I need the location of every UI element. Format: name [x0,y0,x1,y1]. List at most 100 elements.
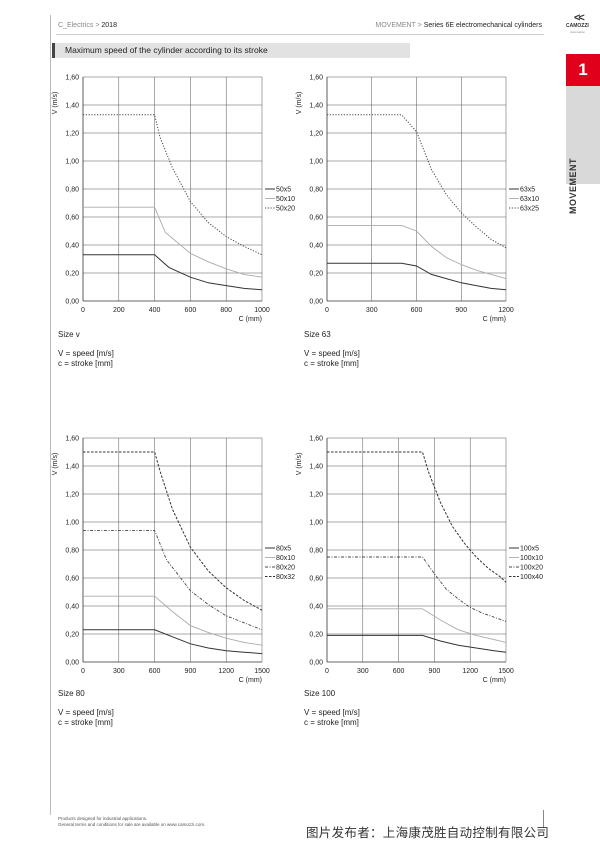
breadcrumb-series: Series 6E electromechanical cylinders [423,22,542,29]
x-axis-label: C (mm) [239,677,262,684]
legend-entry: 80x32 [276,574,295,581]
series-line-50x5 [83,254,263,291]
series-line-50x10 [83,206,263,278]
footer-line: General terms and conditions for sale ar… [58,822,206,827]
series-line-63x5 [327,262,507,291]
side-tab-number: 1 [566,54,600,86]
series-line-63x25 [327,114,507,249]
chart-size-label: Size 80 [58,689,85,698]
breadcrumb-right: MOVEMENT > Series 6E electromechanical c… [375,22,542,29]
y-tick-label: 1,00 [309,520,323,527]
logo-mark-icon: << [574,12,585,24]
legend-entry: 100x5 [520,546,539,553]
y-tick-label: 0,60 [309,576,323,583]
series-line-100x5 [327,634,507,653]
y-tick-label: 0,40 [65,604,79,611]
speed-definition: V = speed [m/s] [58,708,114,717]
legend-entry: 50x20 [276,206,295,213]
x-tick-label: 300 [357,668,369,675]
breadcrumb-year: 2018 [101,22,117,29]
stroke-definition: c = stroke [mm] [58,359,113,368]
y-axis-label: V (m/s) [296,92,303,115]
x-tick-label: 300 [113,668,125,675]
speed-definition: V = speed [m/s] [304,349,360,358]
chart-size-label: Size v [58,330,80,339]
x-tick-label: 900 [455,307,467,314]
speed-definition: V = speed [m/s] [58,349,114,358]
y-tick-label: 1,60 [309,436,323,443]
breadcrumb-movement: MOVEMENT > [375,22,422,29]
y-tick-label: 1,60 [309,75,323,82]
y-tick-label: 0,20 [309,632,323,639]
y-tick-label: 0,20 [65,632,79,639]
y-tick-label: 0,60 [65,215,79,222]
series-line-80x20 [83,529,263,631]
series-line-80x10 [83,595,263,646]
chart-size-63: 0,00 0,20 0,40 0,60 0,80 1,00 1,20 1,40 1,60 0 300… [296,75,539,324]
x-axis-label: C (mm) [483,677,506,684]
series-line-100x40 [327,451,507,583]
watermark: 图片发布者：上海康茂胜自动控制有限公司 [306,826,550,840]
y-tick-label: 0,80 [65,548,79,555]
y-tick-label: 0,80 [65,187,79,194]
x-tick-label: 0 [325,307,329,314]
camozzi-logo: << CAMOZZI Automation [566,12,596,36]
side-tab[interactable]: 1 MOVEMENT [566,54,600,214]
series-line-63x10 [327,224,507,280]
legend-entry: 80x5 [276,546,291,553]
left-margin-rule [50,15,51,815]
series-line-50x20 [83,114,263,256]
y-tick-label: 0,00 [309,660,323,667]
y-axis-label: V (m/s) [52,92,59,115]
footer-line: Products designed for industrial applica… [58,816,148,821]
y-tick-label: 0,00 [65,299,79,306]
legend-entry: 50x5 [276,187,291,194]
x-tick-label: 300 [366,307,378,314]
y-tick-label: 0,20 [309,271,323,278]
legend-entry: 50x10 [276,196,295,203]
header-divider [56,34,544,35]
x-tick-label: 0 [81,668,85,675]
x-axis-label: C (mm) [483,316,506,323]
y-tick-label: 0,60 [309,215,323,222]
series-line-100x10 [327,608,507,643]
legend-entry: 100x10 [520,555,543,562]
y-tick-label: 1,40 [65,464,79,471]
stroke-definition: c = stroke [mm] [304,359,359,368]
section-title: Maximum speed of the cylinder according … [52,43,410,58]
y-tick-label: 1,00 [65,520,79,527]
y-tick-label: 1,40 [309,103,323,110]
x-tick-label: 900 [429,668,441,675]
y-tick-label: 1,00 [65,159,79,166]
x-tick-label: 1200 [498,307,514,314]
x-tick-label: 800 [220,307,232,314]
y-tick-label: 1,20 [309,131,323,138]
side-tab-label: MOVEMENT [568,157,578,214]
y-tick-label: 1,00 [309,159,323,166]
x-tick-label: 400 [149,307,161,314]
legend-entry: 63x10 [520,196,539,203]
legend-entry: 100x40 [520,574,543,581]
stroke-definition: c = stroke [mm] [58,718,113,727]
y-tick-label: 0,40 [309,604,323,611]
x-tick-label: 600 [411,307,423,314]
chart-size-v: 0,00 0,20 0,40 0,60 0,80 1,00 1,20 1,40 1,60 0 200… [52,75,295,324]
breadcrumb-left: C_Electrics > 2018 [58,22,117,29]
legend-entry: 100x20 [520,565,543,572]
y-axis-label: V (m/s) [296,453,303,476]
y-tick-label: 1,40 [65,103,79,110]
y-tick-label: 1,20 [65,131,79,138]
y-tick-label: 1,60 [65,75,79,82]
y-tick-label: 1,20 [309,492,323,499]
x-tick-label: 1500 [498,668,514,675]
breadcrumb-prefix: C_Electrics > [58,22,100,29]
x-axis-label: C (mm) [239,316,262,323]
y-tick-label: 1,40 [309,464,323,471]
y-axis-label: V (m/s) [52,453,59,476]
y-tick-label: 0,20 [65,271,79,278]
x-tick-label: 1200 [218,668,234,675]
chart-size-100: 0,00 0,20 0,40 0,60 0,80 1,00 1,20 1,40 1,60 0 300… [296,436,543,685]
x-tick-label: 600 [393,668,405,675]
x-tick-label: 900 [185,668,197,675]
series-line-100x20 [327,556,507,622]
